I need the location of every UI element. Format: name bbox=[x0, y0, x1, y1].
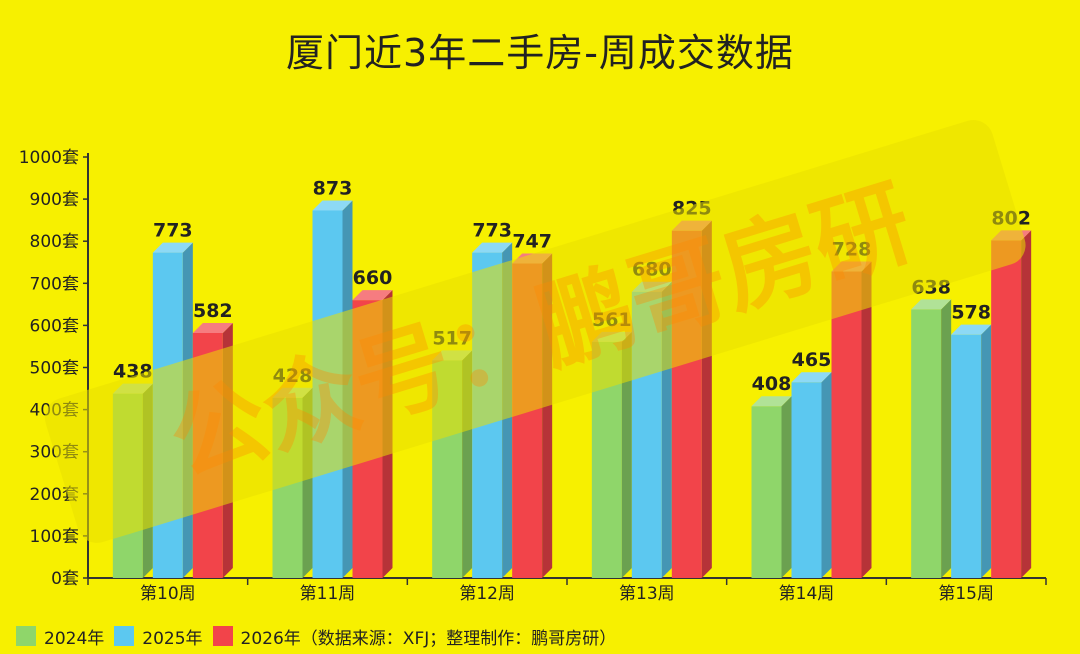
source-note: （数据来源：XFJ；整理制作：鹏哥房研） bbox=[300, 628, 617, 649]
bar-side-2026年-第13周 bbox=[701, 220, 712, 579]
x-tick-label: 第14周 bbox=[779, 584, 835, 604]
data-label: 578 bbox=[951, 302, 991, 324]
bar-side-2024年-第13周 bbox=[621, 331, 632, 578]
bar-2026年-第11周 bbox=[352, 300, 383, 578]
data-label: 802 bbox=[991, 207, 1031, 229]
bar-2025年-第14周 bbox=[791, 382, 822, 578]
bar-side-2024年-第12周 bbox=[462, 350, 473, 578]
bar-2026年-第13周 bbox=[671, 230, 702, 579]
bar-side-2025年-第11周 bbox=[342, 200, 353, 579]
bar-side-2025年-第15周 bbox=[981, 324, 992, 578]
bar-side-2026年-第11周 bbox=[382, 290, 393, 578]
bar-side-2024年-第10周 bbox=[142, 383, 153, 578]
bar-2025年-第13周 bbox=[631, 291, 662, 578]
data-label: 680 bbox=[632, 259, 672, 281]
bar-2024年-第11周 bbox=[272, 397, 303, 578]
x-tick-label: 第15周 bbox=[938, 584, 994, 604]
x-tick-label: 第13周 bbox=[619, 584, 675, 604]
legend-label-2025: 2025年 bbox=[142, 628, 203, 649]
bar-2024年-第10周 bbox=[112, 393, 143, 578]
legend-item-2025: 2025年 bbox=[114, 624, 203, 649]
data-label: 728 bbox=[832, 239, 872, 261]
data-label: 747 bbox=[512, 231, 552, 253]
bar-2025年-第11周 bbox=[312, 210, 343, 579]
chart-title: 厦门近3年二手房-周成交数据 bbox=[286, 31, 794, 75]
bar-side-2025年-第14周 bbox=[821, 372, 832, 578]
legend-swatch-2025 bbox=[114, 626, 135, 646]
bar-2024年-第12周 bbox=[432, 360, 463, 578]
data-label: 825 bbox=[672, 198, 712, 220]
data-label: 773 bbox=[153, 220, 193, 242]
bar-side-2025年-第12周 bbox=[502, 242, 513, 578]
data-label: 773 bbox=[472, 220, 512, 242]
bar-2025年-第15周 bbox=[951, 334, 982, 578]
legend-label-2024: 2024年 bbox=[44, 628, 105, 649]
data-label: 428 bbox=[273, 365, 313, 387]
bar-2026年-第12周 bbox=[512, 263, 543, 578]
y-tick-label: 700套 bbox=[30, 274, 79, 294]
bar-side-2026年-第15周 bbox=[1021, 230, 1032, 578]
data-label: 465 bbox=[792, 349, 832, 371]
legend-item-2026: 2026年 （数据来源：XFJ；整理制作：鹏哥房研） bbox=[212, 624, 617, 649]
data-label: 408 bbox=[752, 373, 792, 395]
bar-side-2024年-第14周 bbox=[781, 396, 792, 578]
y-tick-label: 300套 bbox=[30, 443, 79, 463]
legend: 2024年 2025年 2026年 （数据来源：XFJ；整理制作：鹏哥房研） bbox=[16, 623, 626, 649]
data-label: 517 bbox=[432, 327, 472, 349]
legend-label-2026: 2026年 bbox=[240, 628, 301, 649]
bar-side-2026年-第10周 bbox=[222, 322, 233, 578]
data-label: 561 bbox=[592, 309, 632, 331]
y-tick-label: 0套 bbox=[51, 569, 79, 589]
legend-swatch-2024 bbox=[16, 626, 36, 646]
bar-side-2025年-第13周 bbox=[661, 281, 672, 578]
bar-2024年-第14周 bbox=[751, 406, 782, 578]
bar-side-2024年-第11周 bbox=[302, 387, 313, 578]
data-label: 873 bbox=[313, 177, 353, 199]
y-tick-label: 400套 bbox=[30, 401, 79, 421]
y-tick-label: 800套 bbox=[30, 232, 79, 252]
y-tick-label: 200套 bbox=[30, 485, 79, 505]
y-tick-label: 600套 bbox=[30, 316, 79, 336]
x-tick-label: 第12周 bbox=[459, 584, 515, 604]
bar-2024年-第15周 bbox=[911, 309, 942, 578]
bar-2026年-第14周 bbox=[831, 271, 862, 578]
legend-swatch-2026 bbox=[212, 626, 233, 646]
x-tick-label: 第11周 bbox=[300, 584, 356, 604]
x-tick-label: 第10周 bbox=[140, 584, 196, 604]
y-tick-label: 900套 bbox=[30, 190, 79, 210]
data-label: 660 bbox=[353, 267, 393, 289]
bar-side-2024年-第15周 bbox=[941, 299, 952, 578]
y-tick-label: 500套 bbox=[30, 359, 79, 379]
bar-2026年-第10周 bbox=[192, 332, 223, 578]
data-label: 582 bbox=[193, 300, 233, 322]
y-tick-label: 1000套 bbox=[19, 148, 79, 168]
bar-2025年-第12周 bbox=[472, 252, 503, 578]
data-label: 638 bbox=[911, 276, 951, 298]
legend-item-2024: 2024年 bbox=[16, 624, 104, 649]
bar-2024年-第13周 bbox=[591, 341, 622, 578]
bar-2026年-第15周 bbox=[991, 240, 1022, 578]
bar-2025年-第10周 bbox=[152, 252, 183, 578]
y-tick-label: 100套 bbox=[30, 527, 79, 547]
data-label: 438 bbox=[113, 361, 153, 383]
bar-side-2026年-第12周 bbox=[542, 253, 553, 578]
bar-side-2025年-第10周 bbox=[182, 242, 193, 578]
bar-side-2026年-第14周 bbox=[861, 261, 872, 578]
